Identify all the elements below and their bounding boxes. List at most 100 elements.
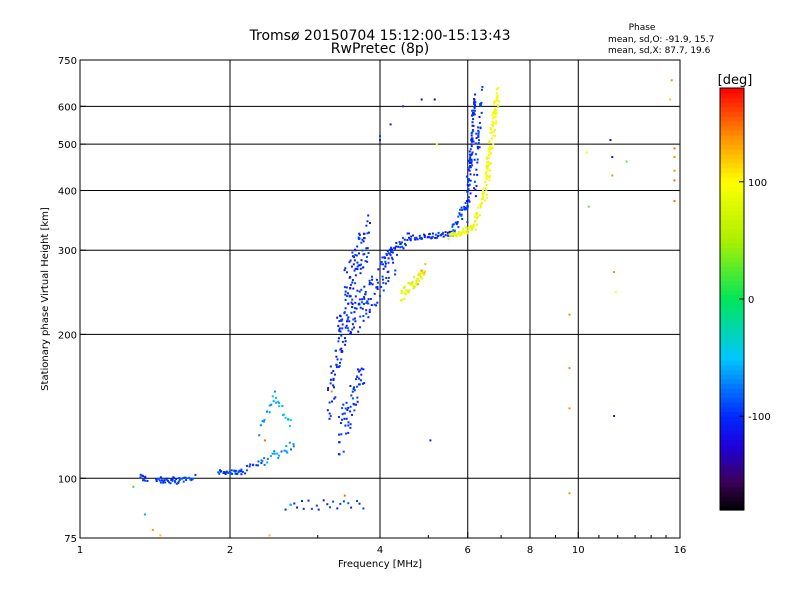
- data-point: [477, 207, 479, 209]
- data-point: [263, 457, 265, 459]
- data-point: [496, 104, 498, 106]
- colorbar-band: [720, 379, 744, 384]
- data-point: [342, 341, 344, 343]
- data-point: [349, 427, 351, 429]
- data-point: [486, 194, 488, 196]
- colorbar-band: [720, 341, 744, 346]
- data-point: [467, 199, 469, 201]
- colorbar-band: [720, 201, 744, 206]
- data-point: [365, 309, 367, 311]
- data-point: [142, 475, 144, 477]
- data-point: [183, 481, 185, 483]
- data-point: [272, 453, 274, 455]
- data-point: [338, 337, 340, 339]
- data-point: [382, 276, 384, 278]
- data-point: [340, 315, 342, 317]
- colorbar-band: [720, 468, 744, 473]
- data-point: [331, 372, 333, 374]
- data-point: [330, 415, 332, 417]
- data-point: [354, 318, 356, 320]
- data-point: [339, 503, 341, 505]
- data-point: [417, 278, 419, 280]
- data-point: [360, 264, 362, 266]
- data-point: [356, 386, 358, 388]
- colorbar-band: [720, 290, 744, 295]
- data-point: [144, 480, 146, 482]
- colorbar-band: [720, 88, 744, 93]
- data-point: [395, 246, 397, 248]
- data-point: [495, 120, 497, 122]
- data-point: [494, 135, 496, 137]
- data-point: [352, 397, 354, 399]
- data-point: [613, 415, 615, 417]
- colorbar-band: [720, 444, 744, 449]
- data-point: [357, 331, 359, 333]
- data-point: [346, 320, 348, 322]
- colorbar-band: [720, 97, 744, 102]
- data-point: [160, 477, 162, 479]
- data-point: [339, 365, 341, 367]
- data-point: [365, 225, 367, 227]
- data-point: [401, 299, 403, 301]
- data-point: [350, 507, 352, 509]
- data-point: [347, 316, 349, 318]
- data-point: [611, 156, 613, 158]
- data-point: [337, 340, 339, 342]
- data-point: [489, 140, 491, 142]
- data-point: [450, 234, 452, 236]
- data-point: [341, 350, 343, 352]
- data-point: [473, 141, 475, 143]
- data-point: [626, 161, 628, 163]
- data-point: [348, 421, 350, 423]
- data-point: [392, 252, 394, 254]
- data-point: [339, 362, 341, 364]
- data-point: [283, 414, 285, 416]
- data-point: [368, 252, 370, 254]
- data-point: [359, 303, 361, 305]
- data-point: [468, 188, 470, 190]
- data-point: [470, 225, 472, 227]
- data-point: [429, 233, 431, 235]
- x-tick-label: 6: [465, 545, 471, 556]
- data-point: [336, 507, 338, 509]
- data-point: [379, 295, 381, 297]
- data-point: [246, 469, 248, 471]
- colorbar-band: [720, 229, 744, 234]
- data-point: [349, 287, 351, 289]
- data-point: [474, 189, 476, 191]
- data-point: [461, 209, 463, 211]
- data-point: [476, 174, 478, 176]
- colorbar-band: [720, 149, 744, 154]
- data-point: [496, 112, 498, 114]
- data-point: [481, 112, 483, 114]
- data-point: [357, 401, 359, 403]
- data-point: [361, 298, 363, 300]
- data-point: [330, 382, 332, 384]
- data-point: [381, 257, 383, 259]
- data-point: [333, 386, 335, 388]
- data-point: [363, 296, 365, 298]
- data-point: [361, 250, 363, 252]
- data-point: [413, 276, 415, 278]
- data-point: [366, 261, 368, 263]
- data-point: [363, 286, 365, 288]
- data-point: [308, 500, 310, 502]
- data-point: [490, 146, 492, 148]
- data-point: [453, 223, 455, 225]
- data-point: [354, 249, 356, 251]
- data-point: [469, 184, 471, 186]
- data-point: [339, 441, 341, 443]
- data-point: [466, 232, 468, 234]
- data-point: [488, 157, 490, 159]
- data-point: [162, 481, 164, 483]
- data-point: [361, 301, 363, 303]
- data-point: [337, 325, 339, 327]
- y-tick-label: 300: [58, 246, 77, 257]
- data-point: [465, 227, 467, 229]
- data-point: [327, 409, 329, 411]
- data-point: [360, 289, 362, 291]
- data-point: [442, 232, 444, 234]
- data-point: [343, 418, 345, 420]
- data-point: [474, 216, 476, 218]
- data-point: [301, 500, 303, 502]
